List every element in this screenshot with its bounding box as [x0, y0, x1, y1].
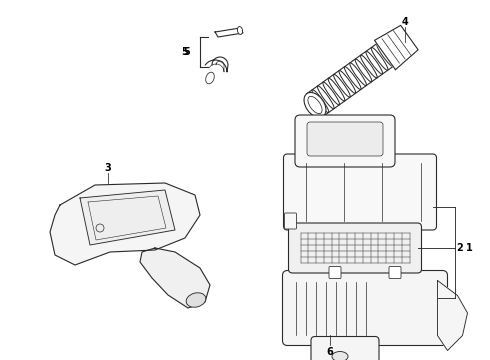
Polygon shape — [140, 248, 210, 308]
Ellipse shape — [304, 93, 326, 117]
FancyBboxPatch shape — [283, 270, 447, 346]
Ellipse shape — [238, 27, 243, 35]
Text: 5: 5 — [182, 47, 188, 57]
Text: 4: 4 — [402, 17, 408, 27]
FancyBboxPatch shape — [389, 266, 401, 279]
Text: 3: 3 — [105, 163, 111, 173]
Text: 1: 1 — [466, 243, 472, 253]
Polygon shape — [374, 25, 418, 69]
Ellipse shape — [332, 351, 348, 360]
Polygon shape — [438, 280, 467, 351]
FancyBboxPatch shape — [329, 266, 341, 279]
FancyBboxPatch shape — [284, 154, 437, 230]
FancyBboxPatch shape — [311, 337, 379, 360]
Polygon shape — [50, 183, 200, 265]
Polygon shape — [215, 28, 243, 37]
Text: 2: 2 — [457, 243, 464, 253]
Ellipse shape — [186, 293, 206, 307]
FancyBboxPatch shape — [285, 213, 296, 229]
Polygon shape — [80, 190, 175, 245]
Text: 6: 6 — [327, 347, 333, 357]
FancyBboxPatch shape — [307, 122, 383, 156]
FancyBboxPatch shape — [295, 115, 395, 167]
Text: 5: 5 — [184, 47, 191, 57]
FancyBboxPatch shape — [289, 223, 421, 273]
